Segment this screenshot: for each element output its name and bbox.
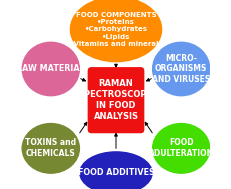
Text: MICRO-
ORGANISMS
AND VIRUSES: MICRO- ORGANISMS AND VIRUSES [152,54,210,84]
Text: RAW MATERIAL: RAW MATERIAL [16,64,85,74]
Ellipse shape [21,123,80,174]
Ellipse shape [69,0,162,62]
Text: TOXINS and
CHEMICALS: TOXINS and CHEMICALS [25,139,76,158]
Ellipse shape [21,42,80,96]
Ellipse shape [79,151,152,189]
Text: RAMAN
SPECTROSCOPY
IN FOOD
ANALYSIS: RAMAN SPECTROSCOPY IN FOOD ANALYSIS [78,79,153,121]
Ellipse shape [151,42,210,96]
Ellipse shape [151,123,210,174]
FancyBboxPatch shape [87,67,144,133]
Text: FOOD COMPONENTS
•Proteins
•Carbohydrates
•Lipids
•Vitamins and minerals: FOOD COMPONENTS •Proteins •Carbohydrates… [69,12,162,47]
Text: FOOD
ADULTERATION: FOOD ADULTERATION [148,139,213,158]
Text: FOOD ADDITIVES: FOOD ADDITIVES [77,168,154,177]
